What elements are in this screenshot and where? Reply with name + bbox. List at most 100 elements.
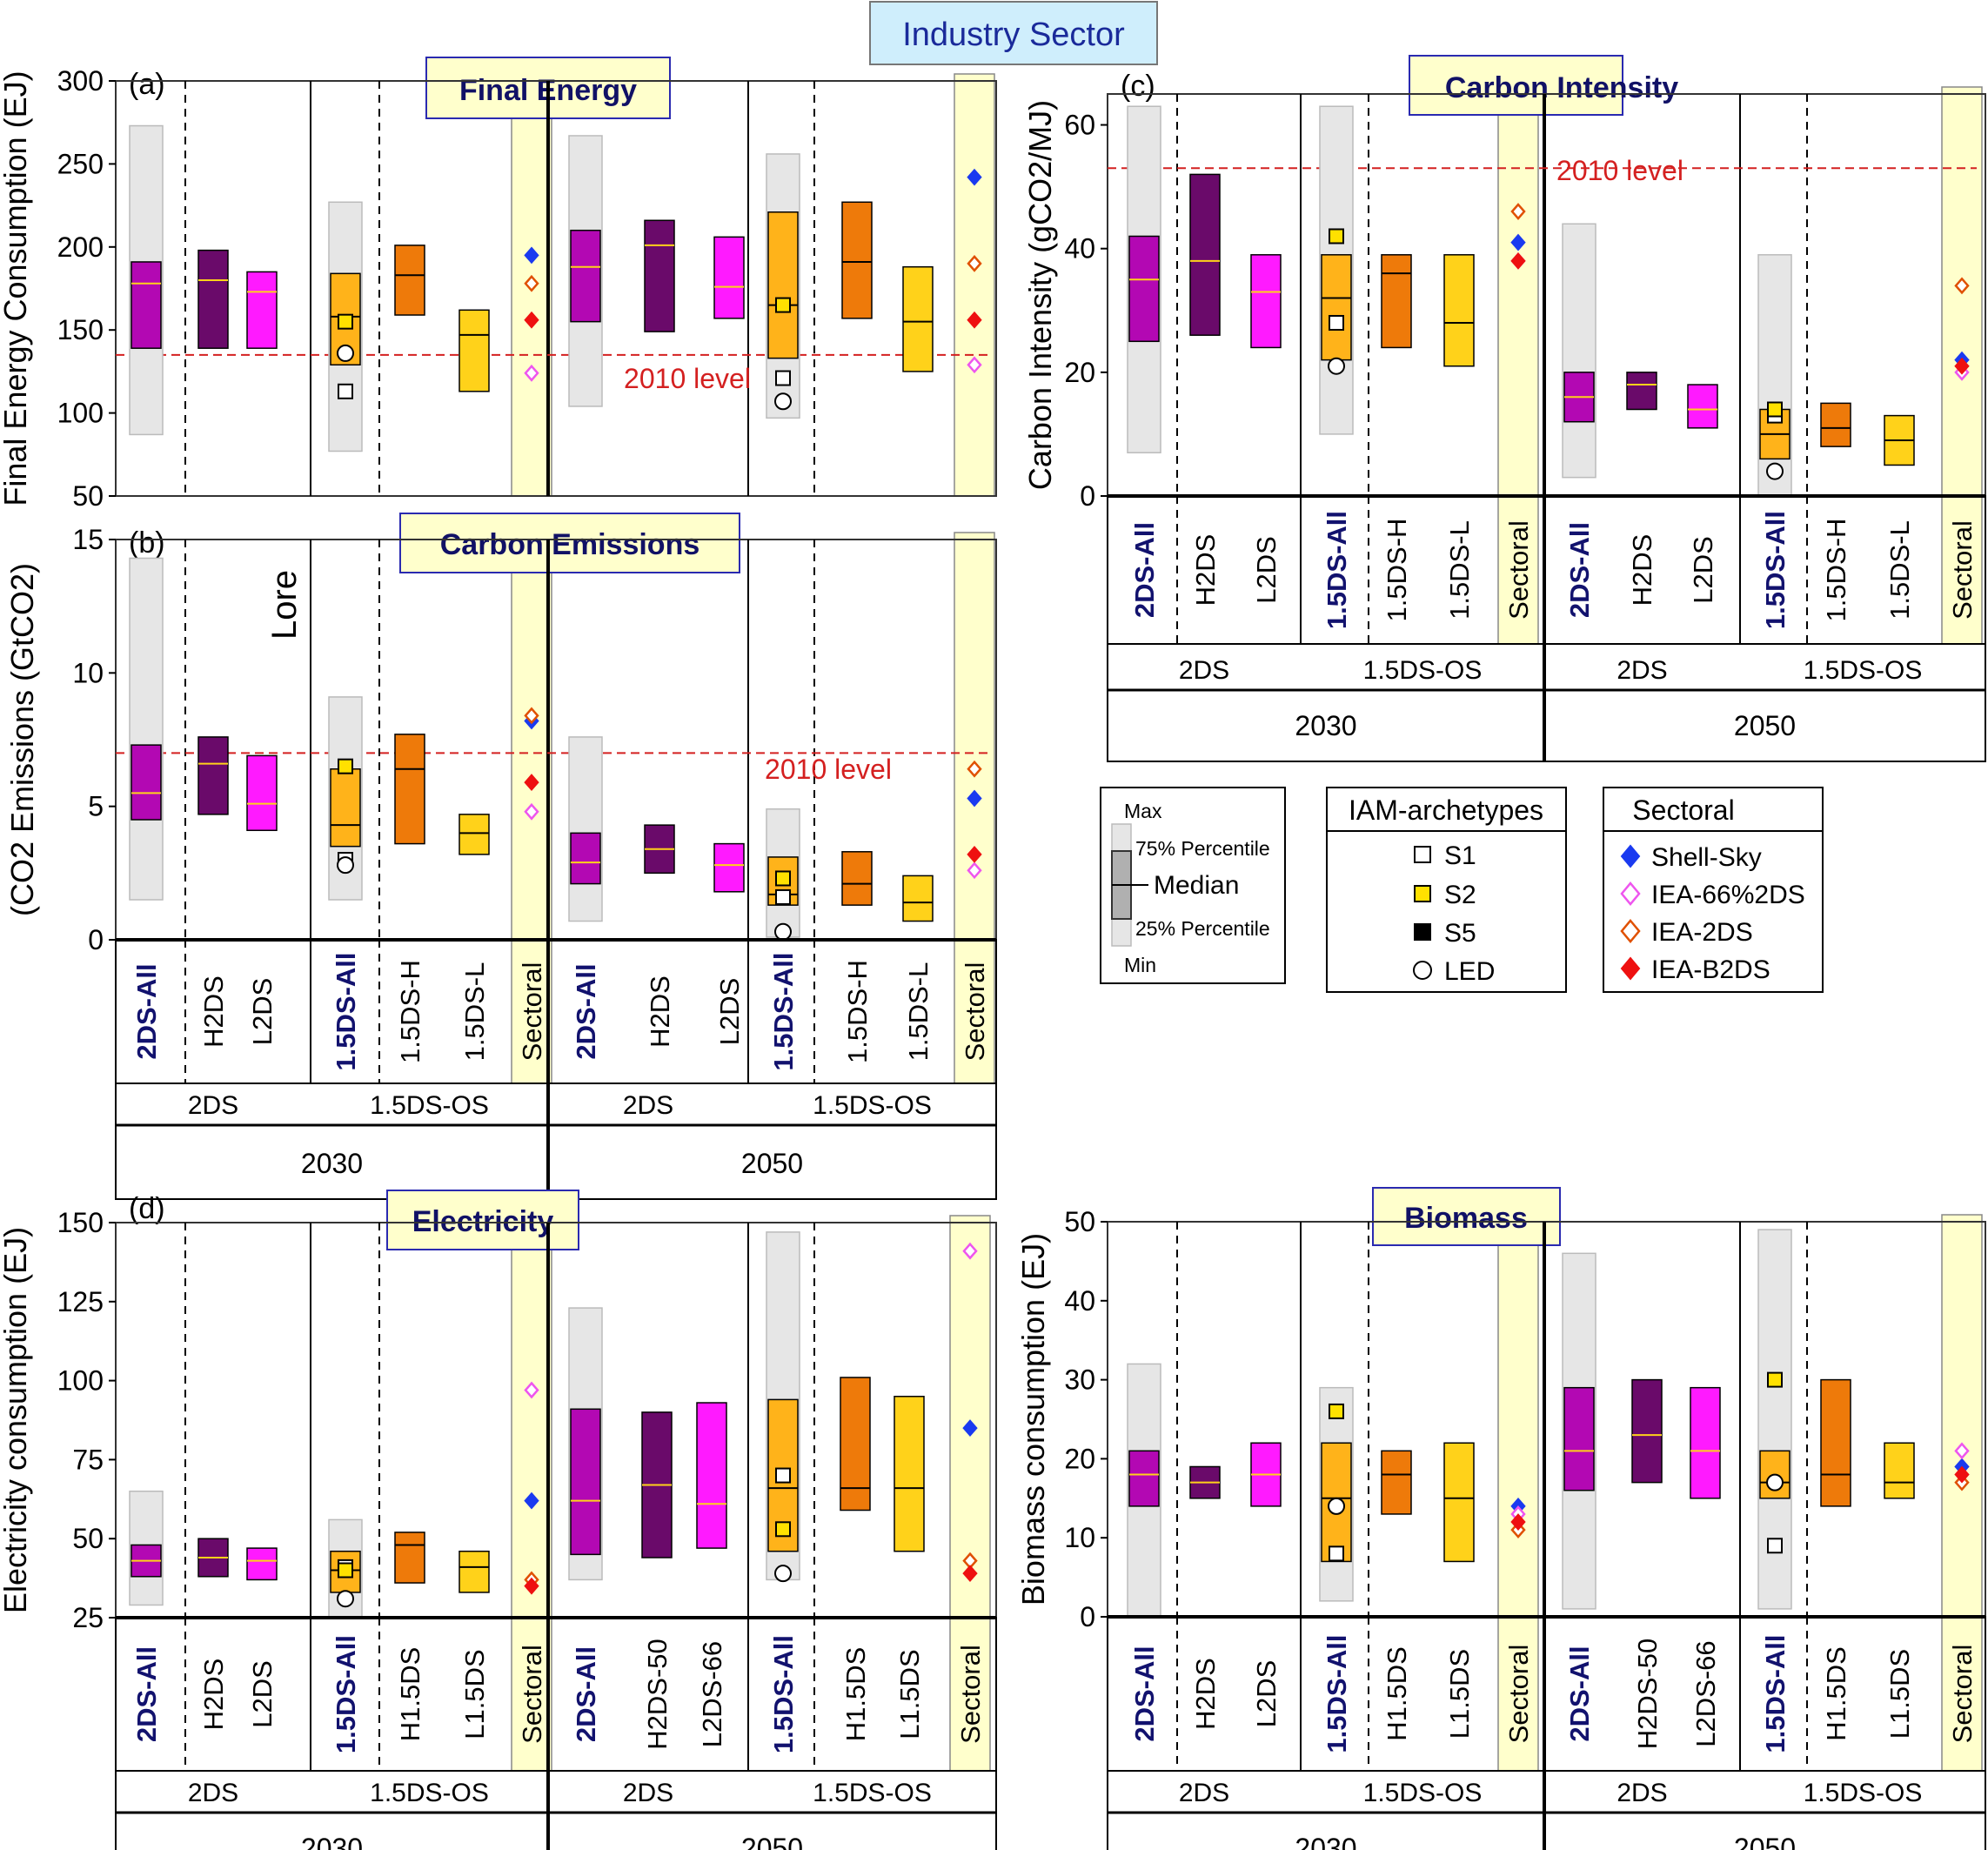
reference-2010-label: 2010 level [624,363,751,394]
sectoral-item-iea2ds: IEA-2DS [1651,918,1753,947]
sectoral-marker [967,861,982,880]
x-category-label: Sectoral [517,1645,547,1744]
sectoral-marker [1510,252,1526,270]
sectoral-marker [524,1381,539,1399]
plot-frame [1107,1221,1986,1618]
iqr-box [197,249,229,349]
iqr-box [1189,173,1221,336]
archetype-s2-marker [338,313,353,330]
y-tick-label: 5 [88,791,104,822]
x-category-label: 2DS-All [1129,1646,1160,1741]
panel-title-box [1409,55,1623,116]
panel-title-box [399,513,740,573]
x-category-label: L2DS-66 [697,1641,727,1747]
year-label: 2030 [301,1148,363,1179]
x-category-label: 2DS-All [571,963,601,1059]
iqr-box [394,245,425,316]
group-label: 2DS [1179,1779,1229,1807]
range-bar [568,736,603,922]
group-label: 1.5DS-OS [1363,656,1483,685]
x-category-label: 1.5DS-All [1322,511,1352,629]
x-category-label: H1.5DS [1821,1646,1851,1741]
y-tick-label: 50 [72,480,104,512]
x-category-label: 1.5DS-H [1821,519,1851,622]
sectoral-marker [962,1565,978,1583]
sectoral-marker [1510,233,1526,251]
x-category-label: 1.5DS-All [1760,511,1791,629]
x-category-label: L1.5DS [894,1649,925,1739]
sectoral-marker [524,246,539,265]
archetype-led-marker [337,856,354,875]
archetype-led-marker [337,1590,354,1608]
x-category-label: 1.5DS-L [903,962,934,1062]
y-tick-label: 40 [1064,233,1095,265]
x-category-label: 1.5DS-All [1322,1634,1352,1753]
sectoral-marker [1954,277,1970,295]
sectoral-item-iea66: IEA-66%2DS [1651,881,1805,909]
iea66-marker-icon [1620,881,1641,906]
s5-marker-icon [1414,923,1431,941]
sectoral-legend-title: Sectoral [1632,794,1734,826]
x-category-label: H2DS-50 [642,1639,673,1750]
year-label: 2030 [1295,710,1356,741]
archetype-s2-marker [775,1521,791,1538]
iqr-box [841,851,873,906]
x-category-label: H2DS [198,1659,229,1731]
group-label: 1.5DS-OS [370,1091,489,1120]
year-label: 2030 [301,1833,363,1850]
group-label: 1.5DS-OS [813,1779,932,1807]
iqr-box [840,1377,871,1512]
sectoral-marker [524,1491,539,1510]
group-label: 1.5DS-OS [1804,656,1923,685]
y-tick-label: 15 [72,524,104,555]
sectoral-marker [524,364,539,382]
led-marker-icon [1413,961,1432,980]
iqr-box [713,842,745,893]
x-category-label: H2DS [198,975,229,1048]
iqr-box [570,832,601,885]
x-category-label: 1.5DS-All [768,952,799,1070]
y-tick-label: 0 [1080,480,1095,512]
sectoral-marker [967,168,982,186]
y-tick-label: 50 [1064,1206,1095,1237]
y-tick-label: 40 [1064,1285,1095,1317]
sectoral-marker [524,1577,539,1595]
y-tick-label: 150 [57,314,104,345]
sectoral-legend: Sectoral Shell-Sky IEA-66%2DS IEA-2DS IE… [1603,787,1824,993]
y-tick-label: 10 [72,657,104,688]
y-axis-label: (CO2 Emissions (GtCO2) [4,563,40,916]
y-tick-label: 150 [57,1207,104,1238]
iqr-box [459,1550,490,1593]
y-tick-label: 100 [57,398,104,429]
y-tick-label: 25 [72,1602,104,1633]
archetype-s2-marker [338,1562,353,1579]
group-label: 1.5DS-OS [813,1091,932,1120]
archetype-s1-marker [1767,1538,1783,1554]
y-tick-label: 75 [72,1444,104,1475]
x-category-label: 2DS-All [131,963,162,1059]
iqr-box [767,211,799,359]
x-category-label: L1.5DS [1444,1649,1475,1739]
x-category-label: Sectoral [1947,1645,1978,1744]
x-category-label: 1.5DS-L [1884,520,1915,620]
figure-title: Industry Sector [902,17,1125,53]
x-category-label: 2DS-All [1564,1646,1595,1741]
x-category-label: H1.5DS [840,1647,871,1742]
iqr-box [902,875,934,922]
archetype-led-marker [1328,1497,1345,1515]
iqr-box [902,265,934,372]
iam-item-led: LED [1444,957,1495,986]
year-label: 2030 [1295,1833,1356,1850]
iqr-box [1626,372,1657,411]
iqr-box [246,754,278,832]
sectoral-column-bg [954,73,995,497]
archetype-led-marker [1766,462,1784,480]
iam-item-s2: S2 [1444,881,1476,909]
archetype-s2-marker [1767,1371,1783,1388]
x-category-label: H1.5DS [395,1647,425,1742]
year-label: 2050 [1734,1833,1796,1850]
s1-marker-icon [1414,846,1431,863]
sectoral-marker [1510,203,1526,220]
